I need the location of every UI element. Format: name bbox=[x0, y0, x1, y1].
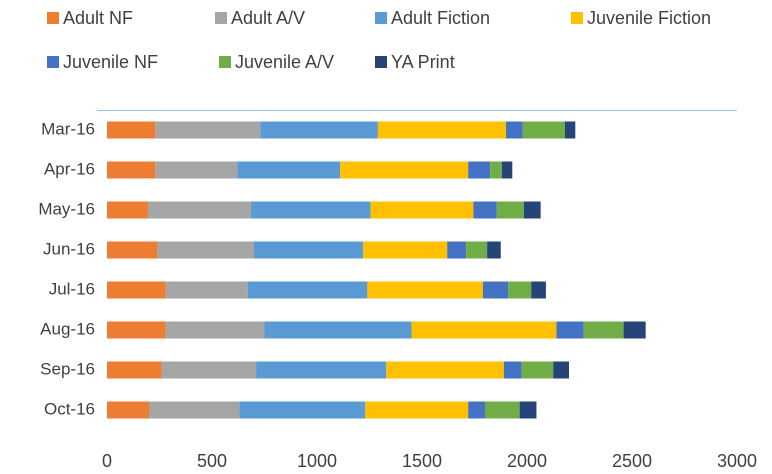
legend-label: Juvenile NF bbox=[63, 52, 158, 72]
bar-segment bbox=[468, 401, 485, 419]
bar-segment bbox=[503, 361, 522, 379]
y-tick-label: Aug-16 bbox=[40, 319, 95, 338]
bar-segment bbox=[508, 281, 532, 299]
bar-segment bbox=[165, 321, 265, 339]
bar-segment bbox=[466, 241, 488, 259]
bar-segment bbox=[157, 241, 254, 259]
bar-segment bbox=[556, 321, 584, 339]
bar-segment bbox=[411, 321, 557, 339]
bar-segment bbox=[583, 321, 624, 339]
bar-segment bbox=[260, 121, 378, 139]
bar-segment bbox=[370, 201, 474, 219]
bar-segment bbox=[149, 401, 240, 419]
bar-segment bbox=[506, 121, 523, 139]
bar-segment bbox=[447, 241, 467, 259]
legend-swatch bbox=[47, 56, 59, 68]
bar-segment bbox=[247, 281, 368, 299]
legend-label: Juvenile A/V bbox=[235, 52, 334, 72]
bar-segment bbox=[254, 241, 364, 259]
x-tick-label: 3000 bbox=[717, 451, 757, 471]
bar-segment bbox=[107, 201, 148, 219]
bar-segment bbox=[107, 161, 156, 179]
y-tick-label: May-16 bbox=[38, 199, 95, 218]
legend-swatch bbox=[47, 12, 59, 24]
bar-segment bbox=[107, 321, 166, 339]
bar-segment bbox=[482, 281, 509, 299]
bar-segment bbox=[340, 161, 469, 179]
bar-segment bbox=[155, 161, 238, 179]
bar-segment bbox=[365, 401, 469, 419]
bar-segment bbox=[553, 361, 569, 379]
legend-label: YA Print bbox=[391, 52, 455, 72]
bar-segment bbox=[501, 161, 513, 179]
bar-segment bbox=[237, 161, 341, 179]
bar-segment bbox=[107, 361, 162, 379]
bar-segment bbox=[386, 361, 504, 379]
bar-segment bbox=[485, 401, 520, 419]
legend-swatch bbox=[219, 56, 231, 68]
legend-label: Adult Fiction bbox=[391, 8, 490, 28]
bar-segment bbox=[623, 321, 646, 339]
bar-segment bbox=[519, 401, 537, 419]
legend-label: Adult A/V bbox=[231, 8, 305, 28]
bar-segment bbox=[107, 281, 166, 299]
bar-segment bbox=[256, 361, 387, 379]
bar-segment bbox=[264, 321, 412, 339]
legend-swatch bbox=[215, 12, 227, 24]
x-tick-label: 2500 bbox=[612, 451, 652, 471]
legend-label: Juvenile Fiction bbox=[587, 8, 711, 28]
bar-segment bbox=[377, 121, 506, 139]
legend-swatch bbox=[375, 56, 387, 68]
y-tick-label: Jun-16 bbox=[43, 239, 95, 258]
bar-segment bbox=[564, 121, 576, 139]
bar-segment bbox=[250, 201, 371, 219]
bar-segment bbox=[165, 281, 248, 299]
bar-segment bbox=[239, 401, 366, 419]
bar-segment bbox=[161, 361, 257, 379]
bar-segment bbox=[155, 121, 261, 139]
x-tick-label: 1500 bbox=[402, 451, 442, 471]
x-tick-label: 2000 bbox=[507, 451, 547, 471]
y-tick-label: Mar-16 bbox=[41, 119, 95, 138]
bar-segment bbox=[523, 201, 541, 219]
bar-segment bbox=[468, 161, 491, 179]
x-tick-label: 0 bbox=[102, 451, 112, 471]
bar-segment bbox=[522, 121, 565, 139]
legend-label: Adult NF bbox=[63, 8, 133, 28]
bar-segment bbox=[487, 241, 501, 259]
bar-segment bbox=[363, 241, 448, 259]
bar-segment bbox=[531, 281, 546, 299]
bar-segment bbox=[107, 401, 149, 419]
y-tick-label: Sep-16 bbox=[40, 359, 95, 378]
bar-segment bbox=[490, 161, 502, 179]
legend-swatch bbox=[571, 12, 583, 24]
bar-segment bbox=[107, 121, 156, 139]
x-tick-label: 500 bbox=[197, 451, 227, 471]
legend-swatch bbox=[375, 12, 387, 24]
y-tick-label: Oct-16 bbox=[44, 399, 95, 418]
bar-segment bbox=[367, 281, 483, 299]
bar-segment bbox=[496, 201, 524, 219]
bar-segment bbox=[147, 201, 251, 219]
bar-segment bbox=[521, 361, 554, 379]
x-tick-label: 1000 bbox=[297, 451, 337, 471]
y-tick-label: Jul-16 bbox=[49, 279, 95, 298]
y-tick-label: Apr-16 bbox=[44, 159, 95, 178]
bar-segment bbox=[107, 241, 158, 259]
bar-segment bbox=[473, 201, 497, 219]
